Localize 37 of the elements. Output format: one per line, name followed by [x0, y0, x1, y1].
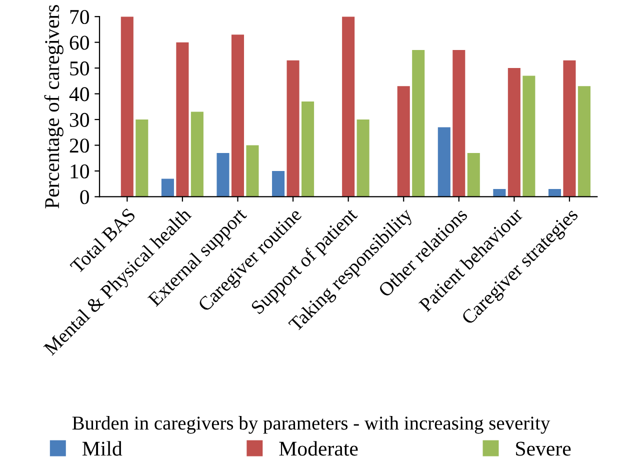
- bar: [356, 120, 370, 197]
- legend-label: Moderate: [279, 441, 358, 456]
- bar: [136, 120, 148, 197]
- y-tick-label: 0: [80, 190, 90, 204]
- bar: [522, 76, 536, 197]
- bar: [302, 102, 314, 197]
- y-tick-label: 20: [70, 138, 90, 153]
- y-tick-label: 10: [70, 164, 90, 178]
- bar: [231, 34, 244, 197]
- bar: [548, 188, 561, 197]
- bar: [412, 50, 425, 197]
- y-tick-label: 70: [70, 10, 90, 24]
- legend-label: Mild: [82, 441, 122, 456]
- y-tick-label: 60: [70, 36, 90, 50]
- bar: [216, 152, 230, 197]
- bar: [342, 16, 355, 197]
- bar: [176, 42, 189, 197]
- x-axis-title: Burden in caregivers by parameters - with increasing severity: [72, 416, 550, 434]
- bar: [246, 145, 259, 197]
- bar: [120, 16, 134, 197]
- bar: [467, 152, 480, 197]
- bar: [578, 86, 590, 197]
- y-tick-label: 40: [69, 87, 90, 102]
- bar: [493, 188, 506, 197]
- bar: [286, 60, 300, 197]
- bar: [190, 112, 204, 197]
- y-tick-label: 30: [70, 112, 90, 127]
- bar: [272, 170, 285, 197]
- bar: [452, 50, 466, 197]
- bar: [508, 68, 520, 197]
- bar: [563, 60, 576, 197]
- bar: [397, 86, 410, 197]
- y-tick-label: 50: [70, 61, 90, 76]
- y-axis-title: Percentage of caregivers: [44, 5, 64, 208]
- bar: [161, 178, 174, 197]
- legend-label: Severe: [516, 442, 571, 456]
- bar: [438, 127, 450, 197]
